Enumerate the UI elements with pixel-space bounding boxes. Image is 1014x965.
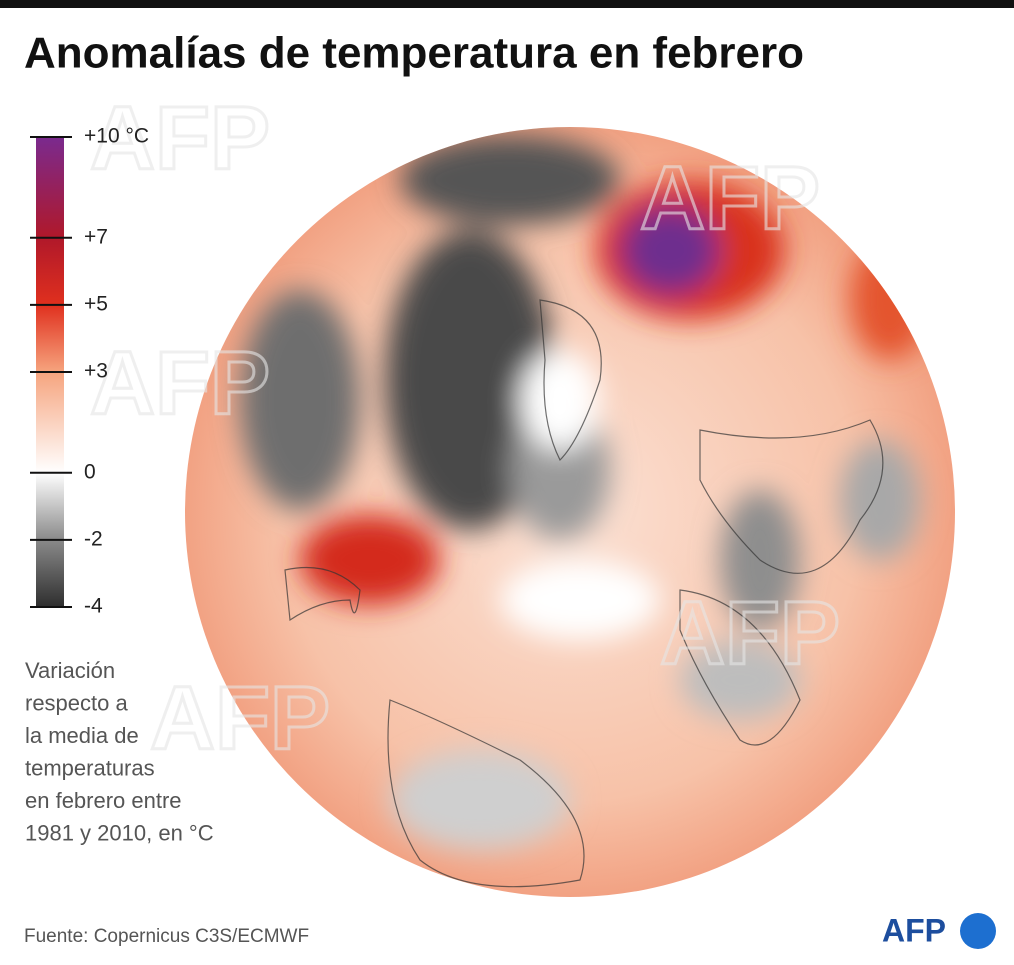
legend-tick-label: +10 °C bbox=[84, 125, 149, 148]
note-line: respecto a bbox=[25, 690, 128, 715]
watermark: AFP bbox=[150, 669, 330, 769]
note-line: la media de bbox=[25, 723, 139, 748]
note-line: en febrero entre bbox=[25, 788, 182, 813]
watermark: AFP bbox=[90, 334, 270, 434]
watermark: AFP bbox=[660, 584, 840, 684]
legend-tick-label: -4 bbox=[84, 595, 103, 618]
globe bbox=[185, 127, 955, 897]
top-rule bbox=[0, 0, 1014, 8]
note: Variación respecto a la media de temperatur… bbox=[25, 658, 214, 846]
source: Fuente: Copernicus C3S/ECMWF bbox=[24, 926, 309, 947]
legend: +10 °C +7 +5 +3 0 -2 -4 bbox=[30, 125, 149, 618]
legend-tick-label: 0 bbox=[84, 460, 96, 483]
logo: AFP bbox=[882, 912, 946, 948]
legend-tick-label: +7 bbox=[84, 225, 108, 248]
note-line: Variación bbox=[25, 658, 115, 683]
coastlines bbox=[284, 299, 884, 888]
watermark: AFP bbox=[640, 149, 820, 249]
watermark: AFP bbox=[90, 89, 270, 189]
logo-dot bbox=[960, 913, 996, 949]
legend-tick-label: -2 bbox=[84, 527, 103, 550]
legend-tick-label: +3 bbox=[84, 360, 108, 383]
note-line: 1981 y 2010, en °C bbox=[25, 820, 214, 845]
watermarks: AFP AFP AFP AFP AFP bbox=[89, 87, 842, 770]
legend-tick-label: +5 bbox=[84, 292, 108, 315]
title: Anomalías de temperatura en febrero bbox=[24, 29, 804, 78]
note-line: temperaturas bbox=[25, 755, 155, 780]
